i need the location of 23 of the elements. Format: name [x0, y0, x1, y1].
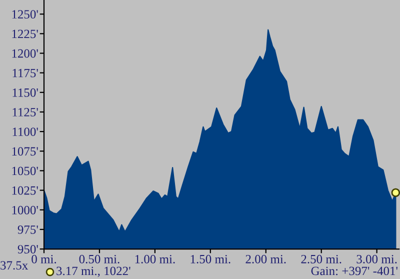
y-tick-label: 975' — [18, 225, 38, 234]
x-tick-label: 0 mi. — [32, 254, 56, 264]
y-tick-label: 1250' — [12, 10, 38, 19]
y-tick-label: 950' — [18, 245, 38, 254]
y-tick-label: 1100' — [12, 128, 38, 136]
y-tick-label: 1025' — [12, 186, 38, 195]
y-tick-label: 1225' — [12, 30, 38, 38]
y-tick-label: 1175' — [12, 68, 38, 78]
x-tick-label: 2.50 mi. — [301, 254, 342, 264]
y-tick-label: 1000' — [12, 206, 38, 214]
text: Gain: +397' -401' — [311, 266, 398, 276]
text: 37.5x — [0, 261, 28, 270]
x-tick-label: 0.50 mi. — [79, 254, 120, 264]
x-tick-label: 1.00 mi. — [135, 254, 175, 264]
text: 3.17 mi., 1022' — [56, 266, 130, 277]
y-tick-label: 1200' — [12, 49, 38, 58]
y-tick-label: 1125' — [12, 108, 38, 116]
y-tick-label: 1150' — [12, 88, 38, 97]
y-tick-label: 1075' — [12, 147, 38, 156]
y-tick-label: 1050' — [12, 166, 38, 176]
x-tick-label: 2.00 mi. — [246, 254, 286, 264]
x-tick-label: 3.00 mi. — [356, 254, 397, 264]
x-tick-label: 1.50 mi. — [190, 254, 230, 264]
